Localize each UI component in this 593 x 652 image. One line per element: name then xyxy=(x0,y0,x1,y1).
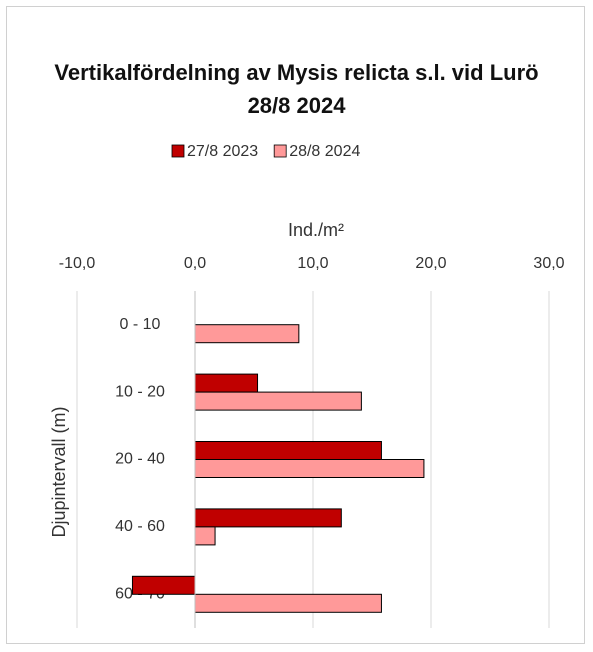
chart-frame xyxy=(6,6,585,644)
y-axis-title: Djupintervall (m) xyxy=(49,406,69,537)
bar xyxy=(194,441,382,460)
bar xyxy=(131,575,196,595)
x-tick-label: 0,0 xyxy=(184,255,206,272)
x-tick-label: 30,0 xyxy=(533,255,564,272)
legend-swatch xyxy=(273,144,287,158)
bar xyxy=(194,391,362,411)
x-axis-title: Ind./m² xyxy=(288,220,344,240)
x-tick-label: 10,0 xyxy=(297,255,328,272)
y-tick-label: 40 - 60 xyxy=(115,518,165,535)
bar xyxy=(194,508,342,528)
legend-label: 28/8 2024 xyxy=(289,143,360,160)
bar xyxy=(194,373,259,393)
y-tick-label: 20 - 40 xyxy=(115,451,165,468)
bar xyxy=(194,459,425,478)
legend-label: 27/8 2023 xyxy=(187,143,258,160)
x-tick-label: 20,0 xyxy=(415,255,446,272)
x-tick-label: -10,0 xyxy=(59,255,96,272)
bar xyxy=(194,324,300,344)
bar xyxy=(194,593,382,613)
bar xyxy=(194,526,216,546)
y-tick-label: 0 - 10 xyxy=(120,316,161,333)
chart-title: Vertikalfördelning av Mysis relicta s.l.… xyxy=(54,60,539,118)
y-tick-label: 10 - 20 xyxy=(115,383,165,400)
legend-swatch xyxy=(171,144,185,158)
